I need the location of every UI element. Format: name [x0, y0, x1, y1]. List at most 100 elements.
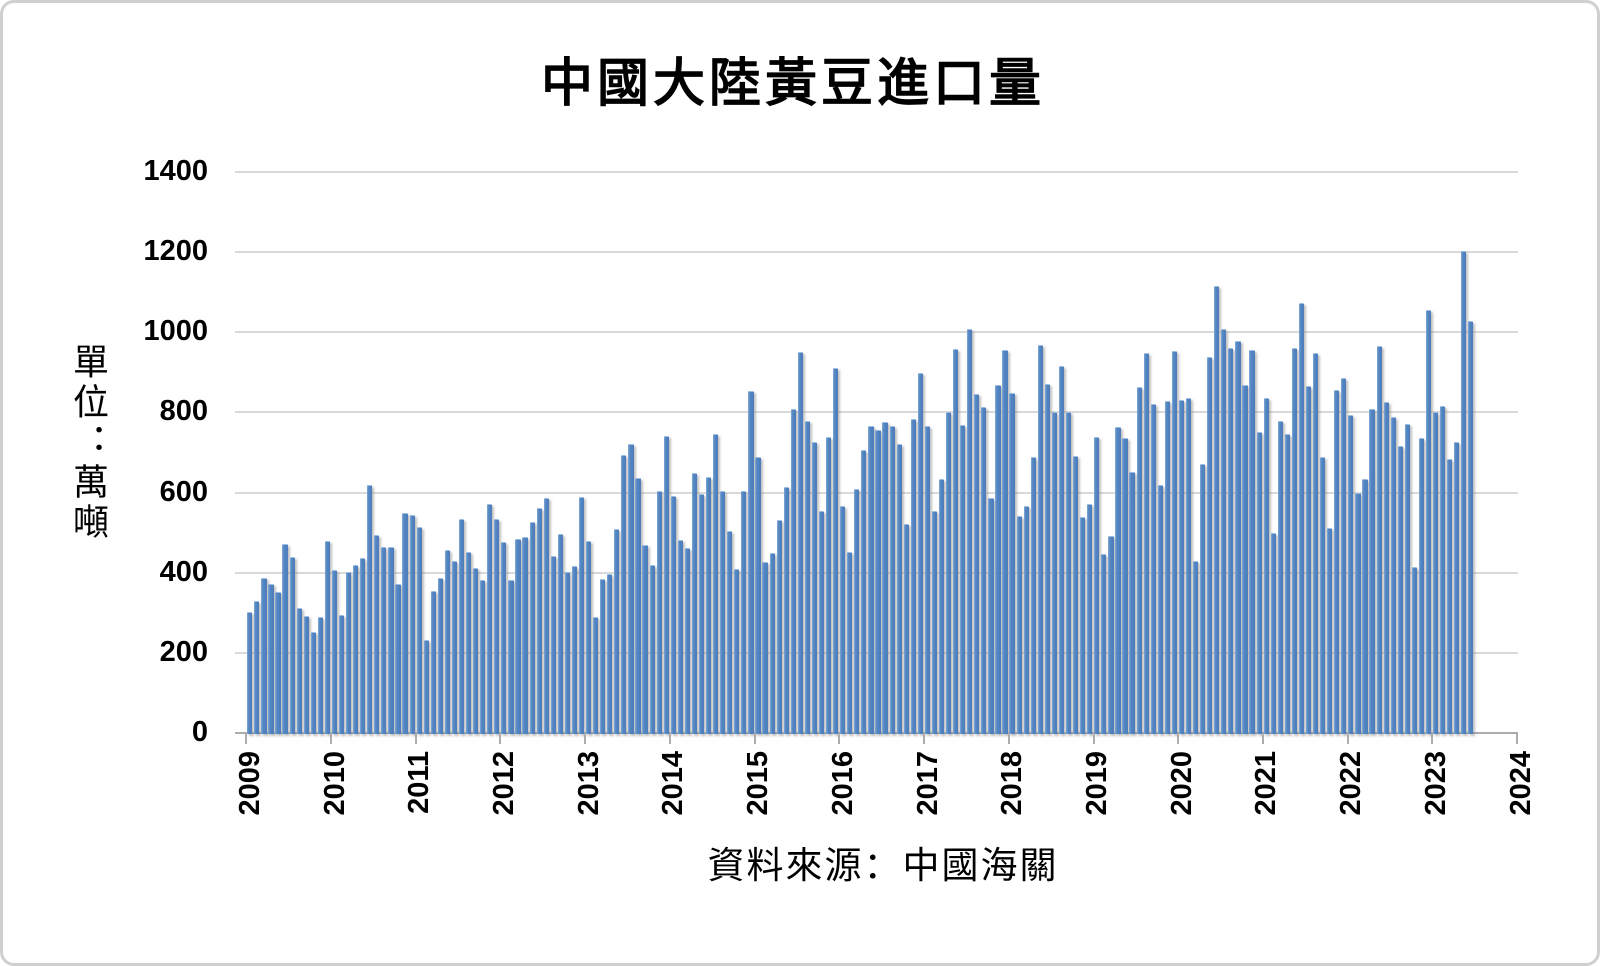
bar-2020-8 [1228, 348, 1234, 734]
bar-2016-12 [917, 372, 923, 734]
bar-2014-11 [741, 491, 747, 734]
bar-2011-11 [487, 503, 493, 734]
bar-2016-2 [847, 552, 853, 734]
bar-2020-2 [1185, 398, 1192, 734]
bar-2023-4 [1454, 442, 1460, 734]
bar-2015-10 [818, 511, 825, 734]
bar-2010-5 [360, 557, 366, 734]
bar-2015-9 [811, 442, 818, 734]
bar-2022-10 [1411, 567, 1417, 734]
bar-2017-12 [1002, 350, 1008, 734]
bar-2011-6 [451, 560, 458, 734]
y-tick-label: 0 [191, 716, 208, 748]
bar-2017-9 [981, 407, 987, 734]
bar-2022-9 [1404, 423, 1410, 734]
bar-2020-7 [1221, 328, 1227, 734]
bar-2021-6 [1298, 303, 1305, 734]
bar-2009-4 [268, 584, 274, 734]
x-axis-tick [1261, 733, 1264, 744]
bar-2009-11 [317, 617, 323, 734]
bar-2016-7 [882, 422, 888, 734]
bar-2011-12 [494, 519, 500, 734]
bar-2015-3 [769, 552, 775, 734]
bar-2009-8 [296, 607, 302, 734]
bar-2021-4 [1284, 434, 1290, 734]
bar-2013-2 [593, 616, 599, 734]
bar-2016-6 [875, 430, 881, 734]
x-axis-tick [499, 733, 502, 744]
bar-2017-11 [995, 385, 1001, 734]
bar-2015-6 [790, 408, 796, 734]
bar-2017-3 [938, 479, 945, 734]
bar-2020-1 [1178, 400, 1185, 734]
bar-2016-1 [840, 506, 846, 734]
bar-2014-2 [677, 540, 683, 734]
bar-2017-4 [945, 411, 952, 734]
bar-2013-8 [635, 477, 641, 734]
bar-2012-6 [536, 507, 542, 734]
bar-2017-1 [924, 426, 930, 734]
bar-2013-9 [642, 544, 648, 734]
bar-2020-10 [1242, 384, 1248, 734]
bar-2019-5 [1122, 438, 1128, 734]
bar-2014-5 [698, 493, 705, 734]
bar-2020-3 [1193, 561, 1199, 734]
bar-2009-10 [310, 631, 316, 734]
bar-2012-8 [550, 555, 556, 734]
bar-2015-2 [762, 562, 768, 734]
bar-2012-12 [578, 496, 585, 734]
bar-2014-10 [734, 568, 740, 734]
bar-2017-8 [974, 394, 980, 734]
y-tick-label: 1400 [143, 155, 208, 187]
bar-2010-1 [331, 569, 338, 734]
bar-2012-3 [515, 539, 521, 734]
bar-2019-10 [1157, 485, 1163, 734]
x-axis-tick [1346, 733, 1349, 744]
bar-2016-8 [889, 425, 895, 734]
bar-2021-3 [1277, 421, 1283, 734]
bar-2020-12 [1256, 431, 1262, 734]
bar-2014-7 [713, 433, 719, 734]
bar-2016-5 [868, 426, 874, 734]
bar-2014-9 [727, 531, 733, 734]
bar-2018-10 [1073, 455, 1079, 734]
bar-2019-2 [1101, 554, 1107, 734]
bar-2014-4 [691, 472, 698, 734]
bar-2022-5 [1376, 345, 1382, 734]
bar-2021-10 [1327, 528, 1333, 734]
bar-2015-1 [755, 457, 761, 734]
y-tick-label: 800 [159, 395, 208, 428]
bar-2019-8 [1143, 353, 1149, 734]
bar-2023-2 [1440, 405, 1446, 734]
bar-2020-4 [1200, 463, 1206, 734]
bar-2018-4 [1030, 456, 1036, 734]
bar-2012-10 [564, 571, 570, 734]
bar-2019-1 [1094, 437, 1100, 734]
bar-2023-5 [1461, 251, 1467, 734]
y-tick-label: 200 [159, 635, 208, 668]
bar-2011-1 [416, 527, 422, 734]
bar-2011-10 [480, 579, 486, 734]
bar-2015-8 [804, 421, 810, 734]
bar-2011-2 [423, 640, 429, 734]
bar-2019-7 [1136, 386, 1142, 734]
source-caption: 資料來源：中國海關 [707, 844, 1059, 887]
x-axis-tick [245, 733, 248, 744]
bar-2021-5 [1291, 347, 1298, 734]
y-axis-unit-label: 單位：萬噸 [67, 343, 108, 543]
x-axis-tick [838, 733, 841, 744]
bar-2021-2 [1270, 532, 1276, 734]
bar-2018-12 [1087, 503, 1093, 734]
bar-2021-1 [1263, 398, 1269, 734]
bar-2013-12 [663, 436, 669, 734]
bar-2013-1 [585, 541, 592, 734]
bar-2009-2 [254, 601, 260, 734]
x-axis-tick [330, 733, 333, 744]
x-axis-tick [414, 733, 417, 744]
bar-2018-8 [1058, 366, 1065, 734]
bar-2010-8 [381, 547, 387, 734]
bar-2013-5 [614, 528, 620, 734]
bar-2009-5 [275, 591, 281, 734]
bar-2017-5 [953, 348, 959, 734]
bar-2014-8 [720, 491, 726, 734]
